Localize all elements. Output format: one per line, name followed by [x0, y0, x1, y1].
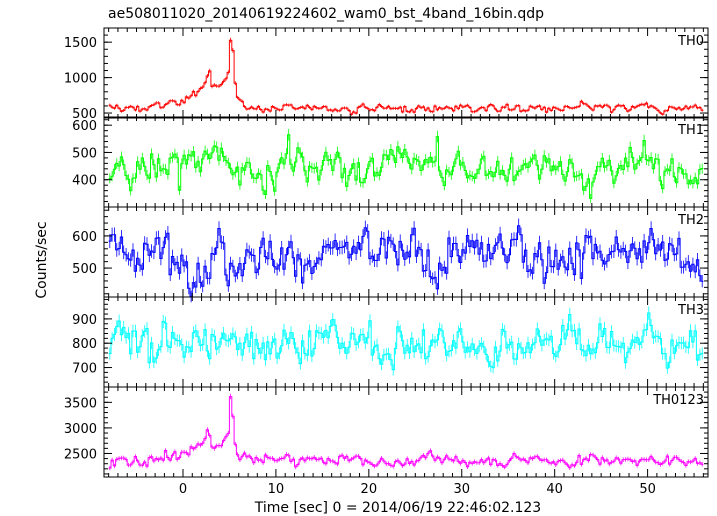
error-bars-th3 — [109, 306, 703, 376]
x-tick-label: 10 — [268, 482, 285, 497]
x-tick-label: 20 — [361, 482, 378, 497]
error-bars-th1 — [109, 128, 703, 203]
panels-group: TH050010001500TH1400500600TH2500600TH370… — [64, 27, 709, 497]
series-line-th0123 — [108, 396, 704, 469]
panel-th2: TH2 500 600 — [72, 206, 709, 303]
y-tick-label: 400 — [72, 174, 97, 189]
y-tick-label: 500 — [72, 107, 97, 122]
series-line-th0 — [108, 39, 704, 115]
series-line-th1 — [108, 134, 704, 199]
x-tick-label: 0 — [179, 482, 187, 497]
y-tick-label: 600 — [72, 230, 97, 245]
panel-th3: TH3 700 800 900 — [72, 296, 709, 388]
y-tick-label: 3500 — [64, 396, 97, 411]
y-tick-label: 2500 — [64, 447, 97, 462]
error-bars-th0 — [109, 37, 703, 116]
series-line-th2 — [108, 225, 704, 298]
panel-label: TH2 — [677, 213, 704, 228]
x-tick-label: 40 — [546, 482, 563, 497]
panel-label: TH1 — [677, 123, 704, 138]
panel-th1: TH1 400 500 600 — [72, 116, 709, 208]
x-axis-label: Time [sec] 0 = 2014/06/19 22:46:02.123 — [254, 500, 541, 516]
y-tick-label: 800 — [72, 337, 97, 352]
panel-label: TH3 — [677, 303, 704, 318]
x-tick-label: 30 — [453, 482, 470, 497]
y-tick-label: 500 — [72, 262, 97, 277]
y-tick-label: 1500 — [64, 36, 97, 51]
y-tick-label: 500 — [72, 146, 97, 161]
y-tick-label: 3000 — [64, 422, 97, 437]
y-tick-label: 900 — [72, 313, 97, 328]
y-tick-label: 700 — [72, 362, 97, 377]
x-tick-label: 50 — [639, 482, 656, 497]
panel-frame — [103, 296, 709, 388]
panel-label: TH0 — [677, 34, 704, 49]
error-bars-th2 — [109, 218, 703, 303]
panel-th0: TH0 500 1000 1500 — [64, 27, 709, 122]
panel-label: TH0123 — [652, 393, 704, 408]
y-tick-label: 1000 — [64, 72, 97, 87]
panel-th0123: TH0123 2500 3000 3500 0 10 20 30 40 50 — [64, 386, 709, 497]
series-line-th3 — [108, 312, 704, 371]
panel-frame — [103, 27, 709, 119]
y-tick-label: 600 — [72, 119, 97, 134]
figure-title: ae508011020_20140619224602_wam0_bst_4ban… — [108, 6, 544, 22]
y-axis-label: Counts/sec — [34, 221, 50, 298]
